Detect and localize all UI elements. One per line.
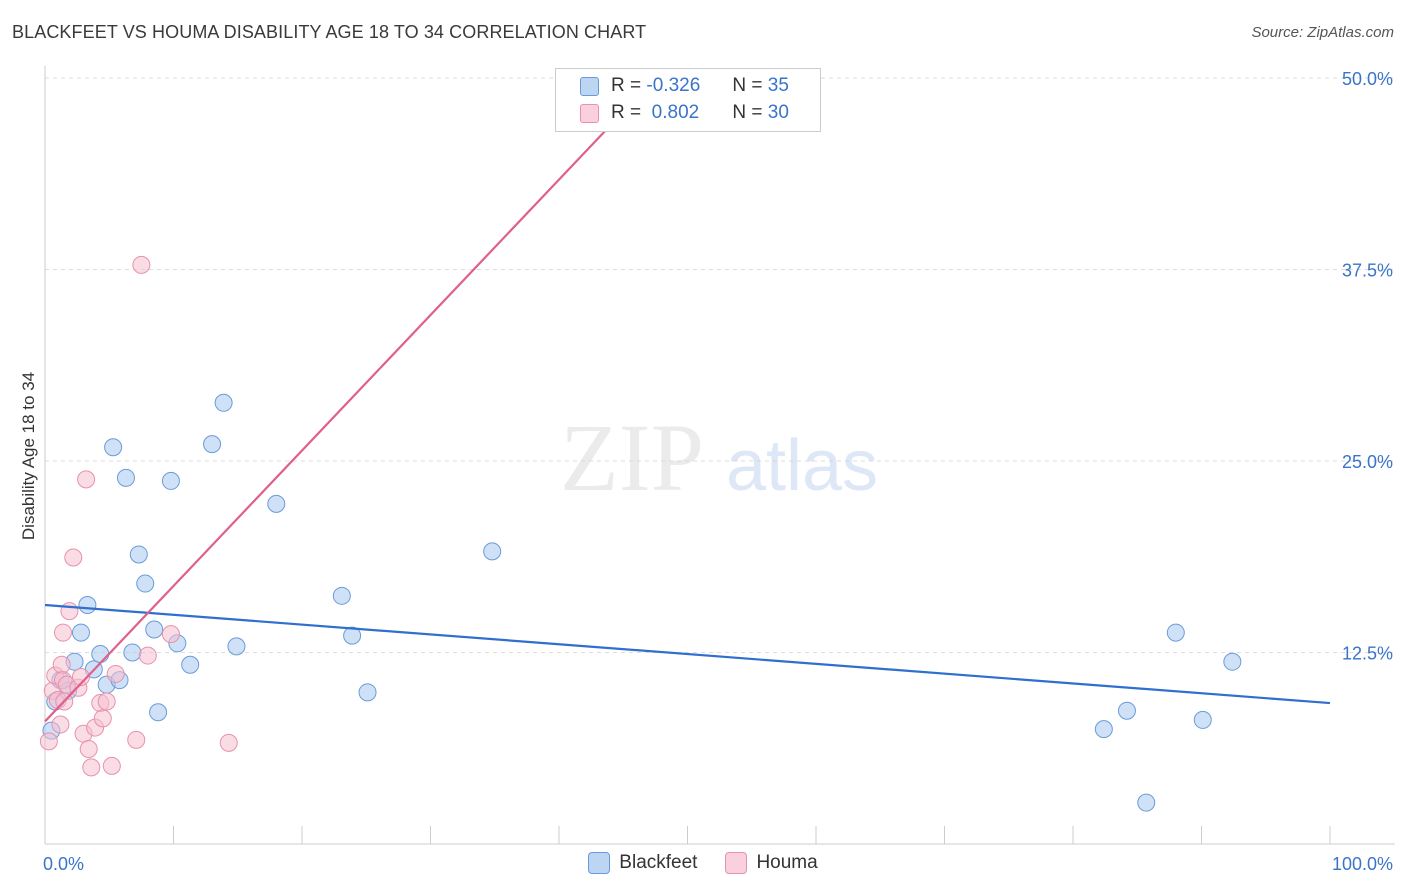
watermark-atlas: atlas (726, 426, 878, 506)
blackfeet-point (123, 643, 142, 662)
legend-n-label: N = (732, 75, 763, 96)
houma-point (82, 758, 101, 777)
legend-row-houma: R = 0.802 N = 30 (580, 100, 789, 126)
legend-r-value: 0.802 (646, 102, 700, 123)
blackfeet-point (145, 620, 164, 639)
blackfeet-point (203, 435, 222, 454)
legend-n-label: N = (732, 102, 763, 123)
blackfeet-point (267, 494, 286, 513)
blackfeet-point (91, 645, 110, 664)
houma-point (64, 548, 83, 567)
legend-r-label: R = (611, 75, 642, 96)
legend-item-houma[interactable]: Houma (725, 852, 818, 874)
legend-row-blackfeet: R = -0.326 N = 35 (580, 73, 789, 99)
x-tick-label: 0.0% (43, 854, 84, 874)
legend-swatch-houma (580, 103, 599, 123)
blackfeet-point (214, 393, 233, 412)
houma-point (161, 625, 180, 644)
houma-point (39, 732, 58, 751)
blackfeet-trend-line (44, 603, 1331, 705)
houma-point (79, 740, 98, 759)
y-tick-label: 37.5% (1342, 261, 1393, 281)
y-tick-label: 25.0% (1342, 452, 1393, 472)
blackfeet-point (129, 545, 148, 564)
y-axis-label: Disability Age 18 to 34 (19, 372, 38, 540)
blackfeet-point (1193, 710, 1212, 729)
x-tick-label: 100.0% (1332, 854, 1393, 874)
legend-n-value: 30 (767, 102, 789, 123)
legend-r-value: -0.326 (646, 75, 701, 96)
blackfeet-point (78, 596, 97, 615)
blackfeet-point (136, 574, 155, 593)
watermark: ZIP atlas (560, 404, 878, 511)
houma-point (132, 255, 151, 274)
blackfeet-point (161, 471, 180, 490)
houma-point (219, 733, 238, 752)
blackfeet-point (1137, 793, 1156, 812)
legend-n-value: 35 (767, 75, 789, 96)
legend-r-label: R = (611, 102, 642, 123)
blackfeet-point (71, 623, 90, 642)
y-tick-label: 12.5% (1342, 644, 1393, 664)
y-tick-label: 50.0% (1342, 69, 1393, 89)
houma-point (71, 668, 90, 687)
x-tick-labels: 0.0% 100.0% (43, 854, 1393, 874)
y-tick-labels: 12.5% 25.0% 37.5% 50.0% (1342, 69, 1393, 664)
legend-swatch-blackfeet (580, 76, 599, 96)
houma-point (138, 646, 157, 665)
houma-point (106, 664, 125, 683)
blackfeet-point (227, 637, 246, 656)
legend-label-blackfeet: Blackfeet (619, 852, 698, 873)
legend-swatch-blackfeet (588, 852, 611, 874)
watermark-zip: ZIP (560, 404, 704, 511)
gridlines (45, 77, 1395, 653)
blackfeet-point (343, 626, 362, 645)
blackfeet-point (332, 586, 351, 605)
houma-point (51, 715, 70, 734)
houma-point (127, 730, 146, 749)
series-legend: Blackfeet Houma (0, 852, 1406, 874)
blackfeet-point (1117, 701, 1136, 720)
chart-title: BLACKFEET VS HOUMA DISABILITY AGE 18 TO … (12, 22, 647, 42)
blackfeet-point (149, 703, 168, 722)
houma-point (77, 470, 96, 489)
blackfeet-point (1166, 623, 1185, 642)
houma-trend-line (44, 77, 657, 723)
blackfeet-point (358, 683, 377, 702)
houma-point (97, 692, 116, 711)
trend-lines (44, 77, 1331, 723)
houma-point (102, 756, 121, 775)
legend-label-houma: Houma (756, 852, 818, 873)
source-label: Source: ZipAtlas.com (1251, 24, 1394, 41)
axes (44, 66, 1395, 845)
correlation-legend: R = -0.326 N = 35 R = 0.802 N = 30 (555, 68, 821, 132)
legend-item-blackfeet[interactable]: Blackfeet (588, 852, 697, 874)
houma-point (52, 655, 71, 674)
houma-point (53, 623, 72, 642)
houma-point (60, 602, 79, 621)
blackfeet-point (116, 468, 135, 487)
blackfeet-point (483, 542, 502, 561)
blackfeet-point (1223, 652, 1242, 671)
blackfeet-point (181, 655, 200, 674)
blackfeet-point (104, 438, 123, 457)
houma-point (93, 709, 112, 728)
legend-swatch-houma (725, 852, 748, 874)
blackfeet-point (1094, 720, 1113, 739)
